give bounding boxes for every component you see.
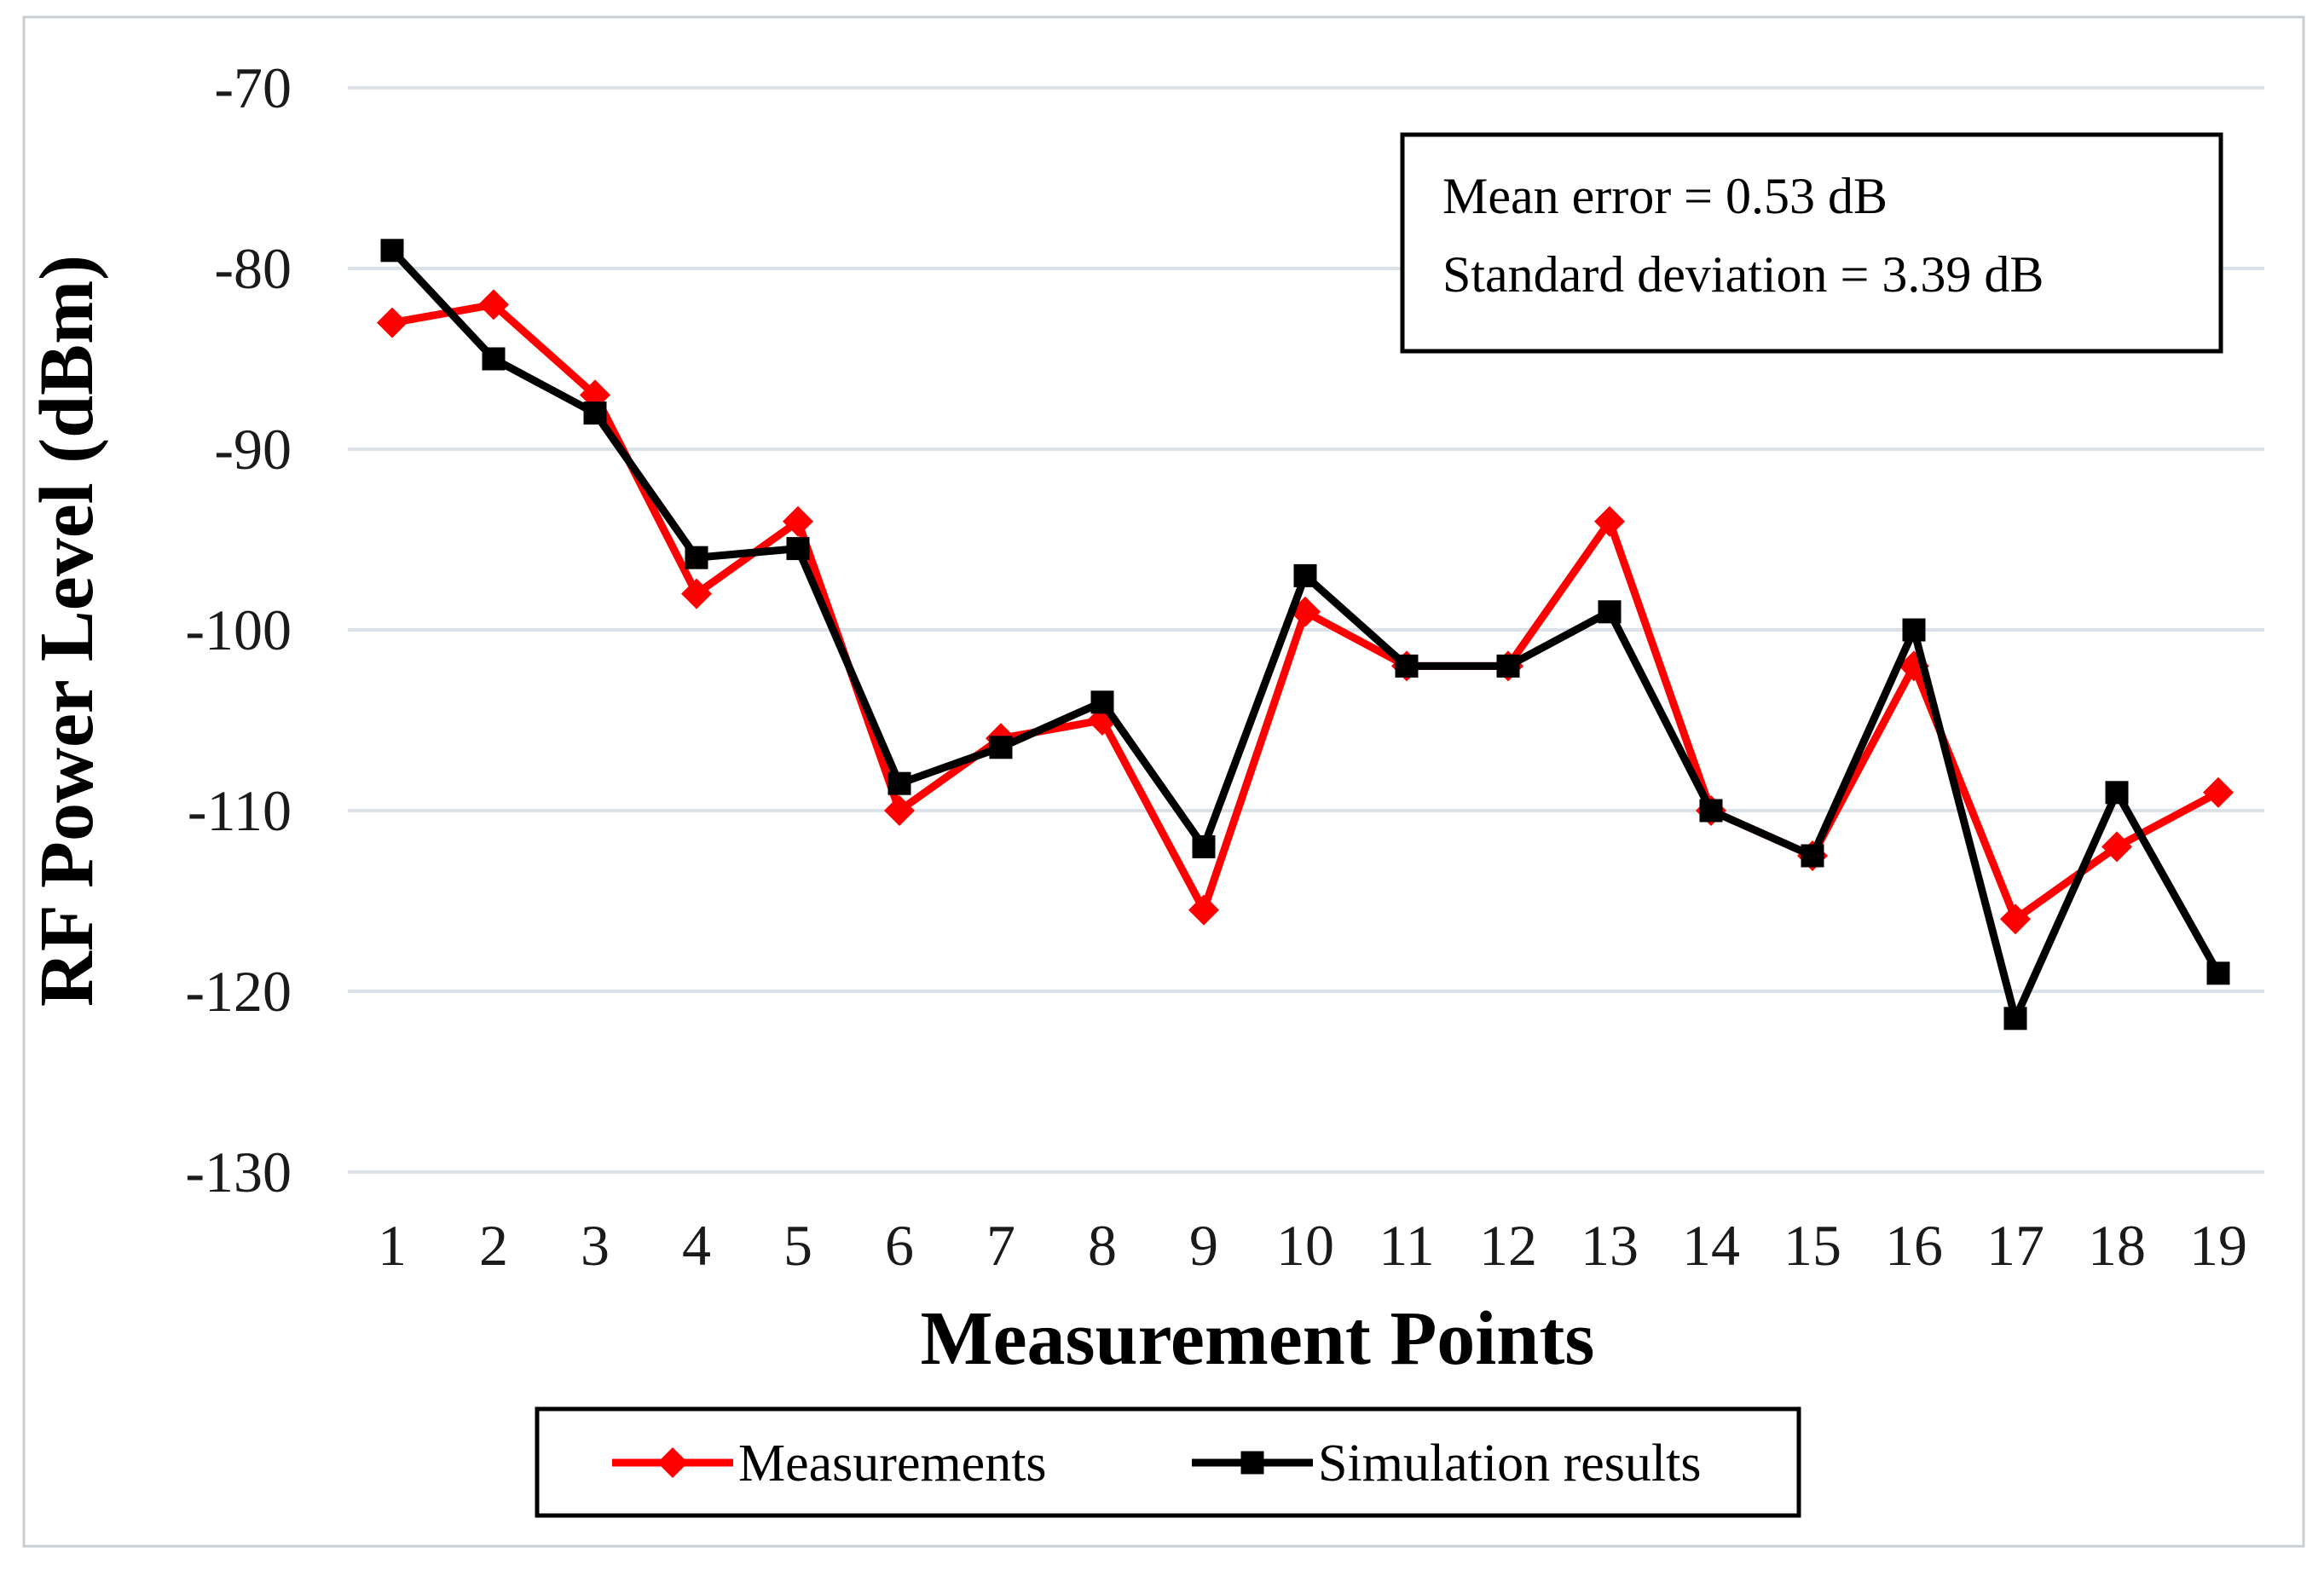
- y-axis-tick-labels: -70 -80 -90 -100 -110 -120 -130: [185, 55, 292, 1204]
- x-tick-label: 1: [378, 1213, 407, 1278]
- marker-square-simulation-results: [1902, 618, 1926, 642]
- marker-square-simulation-results: [989, 736, 1013, 759]
- marker-square-simulation-results: [2206, 961, 2230, 985]
- x-tick-label: 9: [1189, 1213, 1218, 1278]
- legend-label-simulation-results: Simulation results: [1318, 1435, 1702, 1493]
- marker-diamond-measurements: [2101, 831, 2132, 863]
- series-simulation-results: [380, 239, 2230, 1031]
- marker-square-simulation-results: [1395, 654, 1419, 678]
- y-tick-label: -70: [214, 55, 292, 120]
- x-tick-label: 8: [1088, 1213, 1117, 1278]
- marker-diamond-measurements: [1188, 894, 1219, 926]
- marker-square-simulation-results: [1496, 654, 1520, 678]
- x-tick-label: 5: [783, 1213, 812, 1278]
- x-tick-label: 2: [479, 1213, 508, 1278]
- x-tick-label: 7: [986, 1213, 1015, 1278]
- marker-square-simulation-results: [1801, 844, 1824, 868]
- marker-square-simulation-results: [380, 239, 404, 263]
- annotation-box-border: [1400, 132, 2223, 354]
- marker-diamond-measurements: [884, 795, 915, 826]
- x-tick-label: 10: [1276, 1213, 1334, 1278]
- marker-diamond-measurements: [681, 578, 712, 609]
- marker-square-simulation-results: [583, 401, 607, 425]
- x-tick-label: 6: [885, 1213, 914, 1278]
- legend: Measurements Simulation results: [535, 1406, 1801, 1518]
- series-measurements: [377, 289, 2234, 935]
- marker-square-simulation-results: [1090, 690, 1114, 714]
- x-axis-tick-labels: 1 2 3 4 5 6 7 8 9 10 11 12 13 14 15 16 17 18 19: [378, 1213, 2247, 1278]
- marker-square-simulation-results: [1699, 799, 1723, 823]
- marker-square-simulation-results: [887, 771, 911, 795]
- y-tick-label: -130: [185, 1140, 292, 1204]
- x-tick-label: 16: [1885, 1213, 1943, 1278]
- marker-diamond-measurements: [478, 289, 509, 320]
- x-tick-label: 18: [2088, 1213, 2146, 1278]
- legend-border: [535, 1406, 1801, 1518]
- y-tick-label: -80: [214, 236, 292, 301]
- marker-diamond-measurements: [2203, 777, 2234, 808]
- x-tick-label: 3: [581, 1213, 610, 1278]
- marker-square-simulation-results: [2105, 781, 2129, 805]
- marker-square-simulation-results: [1293, 563, 1317, 587]
- x-tick-label: 12: [1479, 1213, 1537, 1278]
- y-tick-label: -120: [185, 959, 292, 1024]
- marker-square-legend-simulation-results: [1240, 1451, 1264, 1475]
- legend-label-measurements: Measurements: [738, 1435, 1047, 1493]
- marker-diamond-measurements: [1594, 505, 1625, 537]
- legend-marker-samples: [612, 1447, 1313, 1478]
- marker-square-simulation-results: [1598, 600, 1622, 624]
- x-tick-label: 11: [1379, 1213, 1434, 1278]
- y-axis-title: RF Power Level (dBm): [25, 255, 109, 1007]
- marker-diamond-measurements: [2000, 904, 2031, 935]
- marker-diamond-legend-measurements: [657, 1447, 688, 1478]
- y-tick-label: -100: [185, 598, 292, 662]
- x-tick-label: 15: [1783, 1213, 1841, 1278]
- x-axis-title: Measurement Points: [921, 1296, 1595, 1381]
- annotation-box: Mean error = 0.53 dB Standard deviation …: [1400, 132, 2223, 354]
- y-tick-label: -110: [188, 778, 292, 843]
- marker-square-simulation-results: [1192, 834, 1216, 858]
- marker-square-simulation-results: [2003, 1007, 2027, 1031]
- marker-square-simulation-results: [482, 347, 506, 371]
- x-tick-label: 14: [1682, 1213, 1740, 1278]
- series-line-simulation-results: [389, 247, 2222, 1031]
- marker-square-simulation-results: [685, 546, 708, 569]
- x-tick-label: 4: [682, 1213, 711, 1278]
- x-tick-label: 19: [2189, 1213, 2247, 1278]
- marker-square-simulation-results: [786, 537, 810, 561]
- x-tick-label: 13: [1581, 1213, 1639, 1278]
- y-tick-label: -90: [214, 417, 292, 482]
- data-series: [377, 239, 2234, 1031]
- figure-border: [22, 15, 2305, 1548]
- annotation-mean-error: Mean error = 0.53 dB: [1442, 168, 1888, 224]
- marker-diamond-measurements: [783, 505, 813, 537]
- annotation-std-deviation: Standard deviation = 3.39 dB: [1442, 246, 2044, 303]
- x-tick-label: 17: [1986, 1213, 2044, 1278]
- marker-diamond-measurements: [377, 307, 408, 338]
